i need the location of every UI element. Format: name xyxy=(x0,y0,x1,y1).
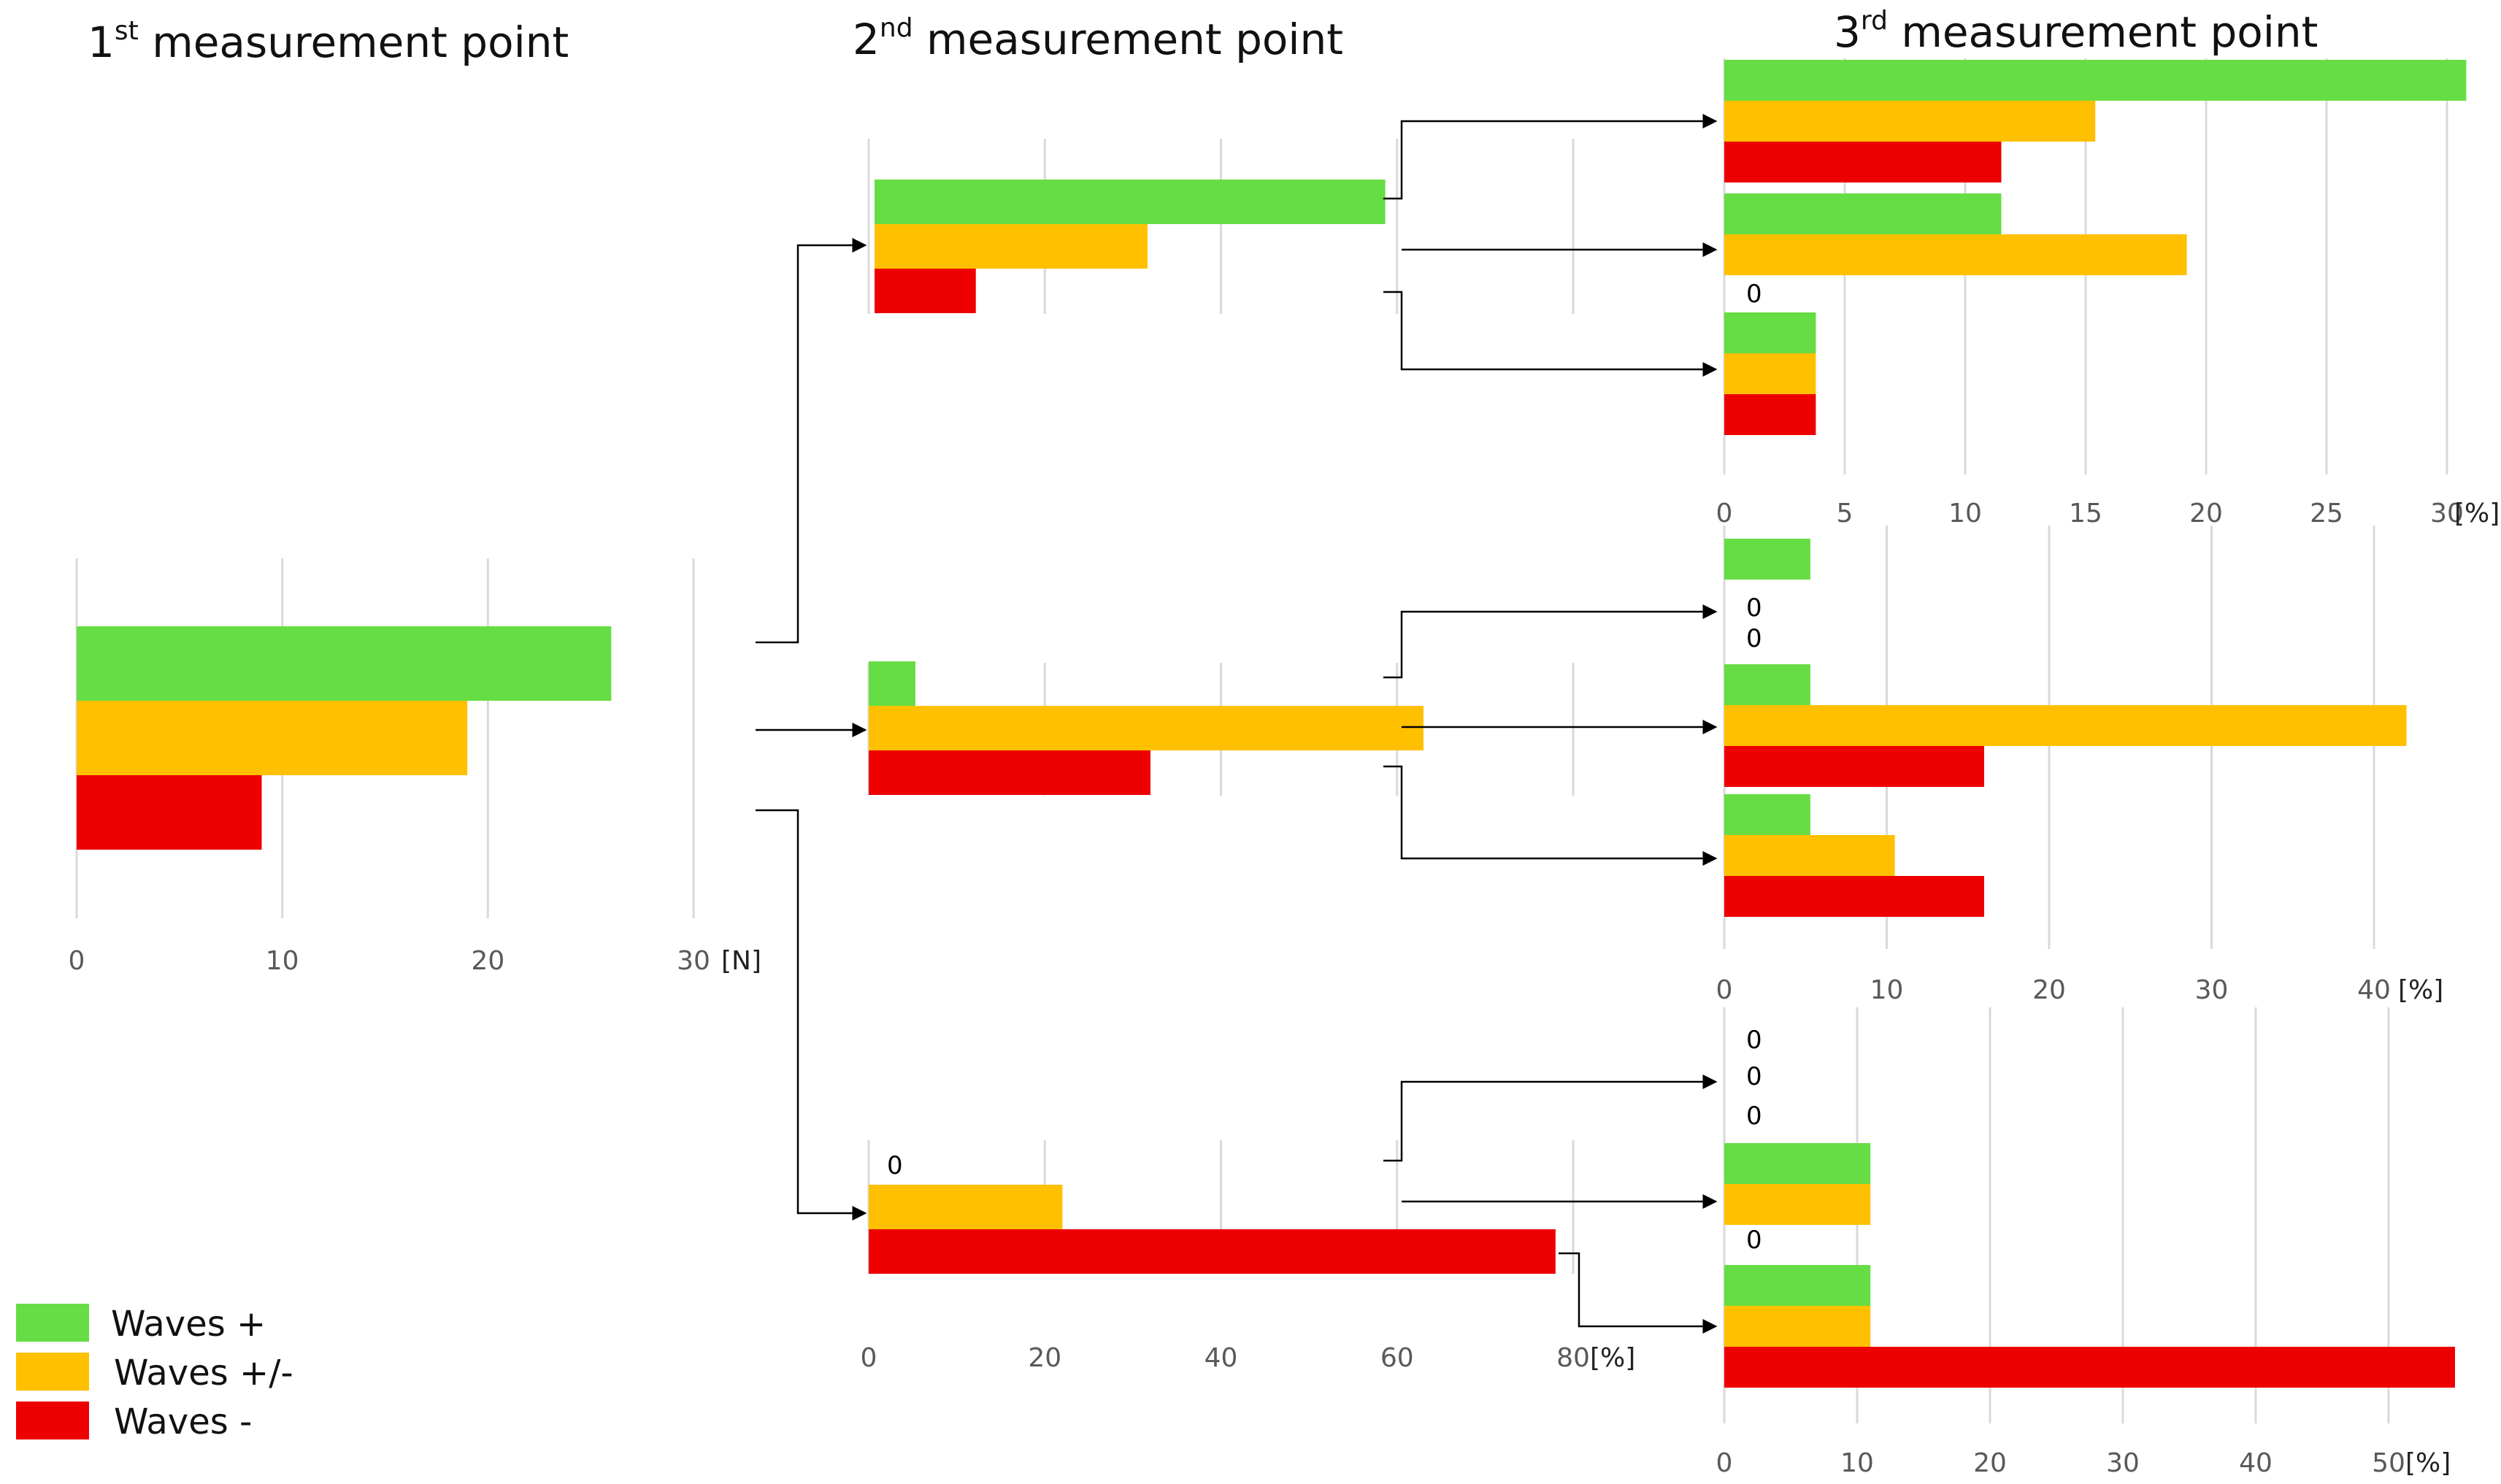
p2c-tick-label: 0 xyxy=(861,1343,877,1373)
p3c-zero-label: 0 xyxy=(1746,1062,1762,1091)
p2b-bar-waves-plus xyxy=(869,661,915,706)
p3b-zero-label: 0 xyxy=(1746,624,1762,653)
p2b-bar-waves-pm xyxy=(869,706,1424,750)
p3a-tick-label: 10 xyxy=(1948,499,1982,528)
flow-2b-to-3b3 xyxy=(1383,765,1718,866)
p3a-g1-bar-waves-minus xyxy=(1724,142,2002,182)
flow-1-to-2c xyxy=(756,809,867,1220)
p3a-tick-label: 15 xyxy=(2069,499,2102,528)
p2a-bar-waves-plus xyxy=(875,180,1386,224)
p3a-tick-label: 25 xyxy=(2310,499,2343,528)
axis-labels: 0 10 20 30 [N]0 20 40 60 80 [%]00 5 10 15 20 25 30[%]00… xyxy=(69,280,2500,1478)
flow-2b-to-3b1 xyxy=(1383,604,1718,679)
p3c-tick-label: 50 xyxy=(2372,1448,2405,1478)
p3a-g1-bar-waves-pm xyxy=(1724,101,2096,142)
p3b-tick-label: 40 xyxy=(2357,975,2391,1005)
legend-label-waves-pm: Waves +/- xyxy=(114,1353,293,1393)
p3a-g2-bar-waves-plus xyxy=(1724,193,2002,234)
p3b-unit-label: [%] xyxy=(2398,975,2443,1005)
p3c-tick-label: 30 xyxy=(2106,1448,2140,1478)
p3c-g2-bar-waves-plus xyxy=(1724,1143,1871,1184)
p3a-tick-label: 0 xyxy=(1716,499,1733,528)
p2c-unit-label: [%] xyxy=(1590,1343,1635,1373)
p3b-tick-label: 10 xyxy=(1870,975,1904,1005)
p2c-tick-label: 80 xyxy=(1556,1343,1590,1373)
flow-arrows xyxy=(756,114,1718,1334)
p3b-tick-label: 30 xyxy=(2195,975,2229,1005)
p2c-tick-label: 20 xyxy=(1028,1343,1061,1373)
p3c-g3-bar-waves-plus xyxy=(1724,1265,1871,1306)
p3b-g1-bar-waves-plus xyxy=(1724,539,1810,580)
p1-tick-label: 20 xyxy=(471,946,504,976)
p1-tick-label: 0 xyxy=(69,946,85,976)
p3a-tick-label: 5 xyxy=(1837,499,1853,528)
flow-2c-to-3c1 xyxy=(1383,1074,1718,1162)
p3c-g2-bar-waves-pm xyxy=(1724,1184,1871,1225)
p3c-tick-label: 40 xyxy=(2239,1448,2273,1478)
p2c-tick-label: 60 xyxy=(1380,1343,1414,1373)
p2a-bar-waves-pm xyxy=(875,224,1148,269)
p2c-bar-waves-minus xyxy=(869,1229,1556,1274)
p1-bar-waves-plus xyxy=(77,626,612,701)
p3b-g2-bar-waves-pm xyxy=(1724,705,2407,746)
p2c-bar-waves-pm xyxy=(869,1185,1063,1229)
p3a-g2-bar-waves-pm xyxy=(1724,234,2187,275)
p3c-tick-label: 10 xyxy=(1840,1448,1874,1478)
p3c-zero-label: 0 xyxy=(1746,1102,1762,1131)
p3a-tick-label: 30 xyxy=(2430,499,2464,528)
p1-unit-label: [N] xyxy=(721,946,761,976)
p3a-zero-label: 0 xyxy=(1746,280,1762,309)
legend-label-waves-minus: Waves - xyxy=(114,1402,252,1442)
legend-swatch-waves-minus xyxy=(16,1402,89,1439)
bars xyxy=(77,60,2467,1388)
p3c-g3-bar-waves-pm xyxy=(1724,1306,1871,1347)
p3c-tick-label: 20 xyxy=(1973,1448,2007,1478)
header-third: 3rd measurement point xyxy=(1834,6,2318,57)
p2c-tick-label: 40 xyxy=(1205,1343,1238,1373)
p3a-g3-bar-waves-pm xyxy=(1724,353,1816,394)
flow-2a-to-3a3 xyxy=(1383,291,1718,377)
p3b-tick-label: 0 xyxy=(1716,975,1733,1005)
p3a-g1-bar-waves-plus xyxy=(1724,60,2467,101)
legend-swatch-waves-plus xyxy=(16,1304,89,1342)
p2c-zero-label: 0 xyxy=(887,1151,903,1180)
header-second: 2nd measurement point xyxy=(853,13,1343,64)
p3b-g2-bar-waves-minus xyxy=(1724,746,1984,787)
legend: Waves + Waves +/- Waves - xyxy=(16,1304,293,1442)
p3b-g3-bar-waves-plus xyxy=(1724,794,1810,835)
p3c-g3-bar-waves-minus xyxy=(1724,1347,2455,1388)
p3a-g3-bar-waves-minus xyxy=(1724,394,1816,435)
header-first: 1st measurement point xyxy=(88,16,569,67)
flow-1-to-2a xyxy=(756,238,867,644)
p1-bar-waves-minus xyxy=(77,775,262,850)
flow-2a-to-3a1 xyxy=(1383,114,1718,200)
legend-label-waves-plus: Waves + xyxy=(111,1304,266,1345)
p3c-tick-label: 0 xyxy=(1716,1448,1733,1478)
p3b-tick-label: 20 xyxy=(2032,975,2066,1005)
p3b-g3-bar-waves-minus xyxy=(1724,876,1984,917)
p3b-g3-bar-waves-pm xyxy=(1724,835,1895,876)
legend-swatch-waves-pm xyxy=(16,1353,89,1391)
p3a-g3-bar-waves-plus xyxy=(1724,312,1816,353)
p1-tick-label: 30 xyxy=(677,946,710,976)
p3c-unit-label: [%] xyxy=(2405,1448,2451,1478)
p3b-zero-label: 0 xyxy=(1746,593,1762,623)
p2b-bar-waves-minus xyxy=(869,750,1150,795)
flow-2c-to-3c3 xyxy=(1559,1252,1718,1334)
p1-tick-label: 10 xyxy=(266,946,299,976)
p3a-unit-label: [%] xyxy=(2454,499,2500,528)
p3a-tick-label: 20 xyxy=(2189,499,2223,528)
p1-bar-waves-pm xyxy=(77,701,468,775)
p3c-zero-label: 0 xyxy=(1746,1026,1762,1055)
p3c-zero-label: 0 xyxy=(1746,1226,1762,1255)
p3b-g2-bar-waves-plus xyxy=(1724,664,1810,705)
p2a-bar-waves-minus xyxy=(875,269,976,313)
